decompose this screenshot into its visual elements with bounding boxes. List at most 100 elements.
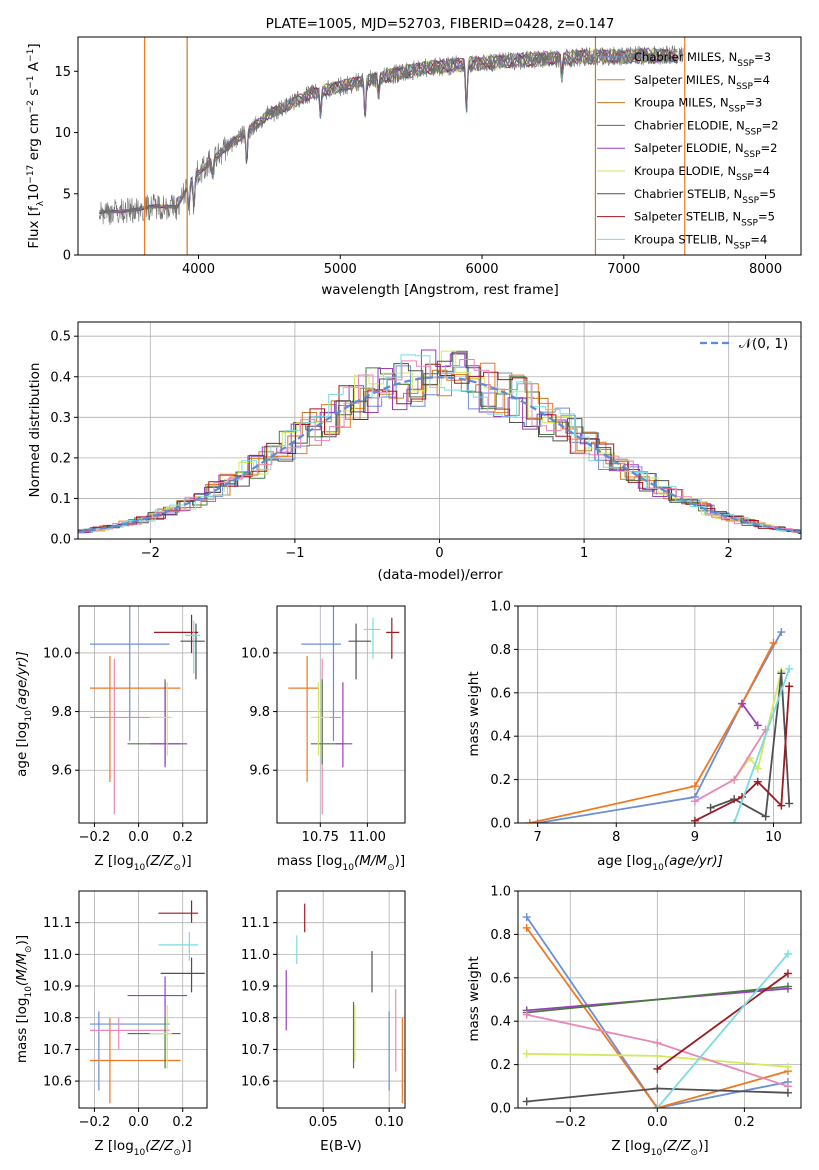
y-tick-label: 11.0	[241, 948, 270, 963]
x-tick-label: 0.0	[128, 1115, 149, 1130]
y-tick-label: 0.1	[50, 492, 71, 507]
mass-weight-line	[733, 668, 791, 823]
plot-area	[78, 322, 801, 539]
x-tick-label: 0.0	[647, 1115, 668, 1130]
mass-weight-line	[656, 972, 789, 1070]
x-tick-label: −2	[141, 546, 160, 561]
mass-weight-line	[537, 631, 783, 823]
axes-frame	[78, 890, 208, 1109]
axes-frame	[276, 890, 406, 1109]
x-axis-label: age [log10(age/yr)]	[597, 853, 723, 873]
y-tick-label: 10.8	[43, 1011, 72, 1026]
y-tick-label: 5	[63, 187, 71, 202]
x-tick-label: 0.10	[375, 1115, 404, 1130]
axes-frame	[77, 321, 802, 540]
y-tick-label: 10.7	[43, 1043, 72, 1058]
observed-spectrum-line	[99, 45, 684, 226]
y-axis-label: age [log10(age/yr)]	[14, 651, 34, 777]
histogram-step-line	[78, 363, 801, 533]
y-tick-label: 0.0	[50, 533, 71, 548]
x-tick-label: 11.00	[349, 830, 386, 845]
x-axis-label: Z [log10(Z/Z⊙)]	[611, 1138, 708, 1158]
legend-entry: Kroupa ELODIE, NSSP=4	[634, 164, 770, 183]
x-tick-label: 7000	[607, 262, 640, 277]
weight-vs-metallicity-panel: −0.2 0.0 0.2 0.0 0.2 0.4 0.6 0.8 1.0	[490, 885, 802, 1130]
y-tick-label: 11.1	[43, 916, 72, 931]
x-tick-label: 9	[691, 830, 699, 845]
legend-entry: 𝒩(0, 1)	[739, 336, 788, 352]
x-tick-label: 8000	[749, 262, 782, 277]
mass-weight-line	[529, 642, 775, 823]
x-tick-label: −0.2	[79, 830, 111, 845]
y-tick-label: 1.0	[490, 600, 511, 615]
chart-title: PLATE=1005, MJD=52703, FIBERID=0428, z=0…	[266, 16, 615, 32]
y-tick-label: 1.0	[490, 885, 511, 900]
histogram-step-line	[78, 365, 801, 535]
x-tick-label: 1	[580, 546, 588, 561]
y-tick-label: 0.8	[490, 928, 511, 943]
y-tick-label: 10.6	[43, 1075, 72, 1090]
legend-entry: Chabrier MILES, NSSP=3	[634, 50, 771, 69]
y-tick-label: 10.8	[241, 1011, 270, 1026]
weight-vs-age-panel: 7 8 9 10 0.0 0.2 0.4 0.6 0.8 1.0	[490, 600, 802, 845]
y-tick-label: 0	[63, 249, 71, 264]
y-tick-label: 0.2	[490, 773, 511, 788]
legend-entry: Chabrier ELODIE, NSSP=2	[634, 118, 779, 137]
x-axis-label: (data-model)/error	[377, 567, 503, 583]
histogram-step-line	[78, 350, 801, 533]
mass-vs-metallicity-panel: −0.2 0.0 0.2 10.6 10.7 10.8 10.9 11.0 11.1	[43, 890, 208, 1130]
model-spectrum-line	[98, 48, 678, 214]
y-tick-label: 9.8	[249, 705, 270, 720]
y-tick-label: 0.4	[490, 1015, 511, 1030]
y-tick-label: 9.6	[249, 764, 270, 779]
y-axis-label: mass weight	[466, 956, 482, 1041]
plot-area	[79, 606, 207, 823]
axes-frame	[517, 605, 802, 824]
x-tick-label: 0	[435, 546, 443, 561]
plot-area	[277, 891, 405, 1108]
x-tick-label: 5000	[324, 262, 357, 277]
y-tick-label: 9.6	[51, 764, 72, 779]
plot-area	[518, 606, 801, 823]
y-tick-label: 10	[54, 126, 71, 141]
axes-frame	[517, 890, 802, 1109]
x-axis-label: Z [log10(Z/Z⊙)]	[94, 853, 191, 873]
y-tick-label: 10.0	[43, 646, 72, 661]
y-tick-label: 0.0	[490, 1102, 511, 1117]
age-vs-metallicity-panel: −0.2 0.0 0.2 9.6 9.8 10.0	[43, 605, 208, 845]
x-tick-label: 0.2	[172, 1115, 193, 1130]
y-tick-label: 10.9	[241, 980, 270, 995]
x-axis-label: E(B-V)	[320, 1138, 362, 1154]
x-tick-label: −0.2	[79, 1115, 111, 1130]
y-axis-label: Normed distribution	[27, 363, 43, 498]
x-tick-label: 0.2	[172, 830, 193, 845]
y-tick-label: 11.0	[43, 948, 72, 963]
x-axis-label: wavelength [Angstrom, rest frame]	[321, 282, 559, 298]
axes-frame	[78, 605, 208, 824]
legend-entry: Salpeter ELODIE, NSSP=2	[634, 141, 777, 160]
spectrum-panel: 4000 5000 6000 7000 8000 0 5 10 15	[54, 36, 802, 277]
residual-histogram-panel: −2 −1 0 1 2 0.0 0.1 0.2 0.3 0.4 0.5	[50, 321, 802, 561]
axes-frame	[77, 36, 802, 256]
x-tick-label: 10	[765, 830, 782, 845]
legend-entry: Chabrier STELIB, NSSP=5	[634, 187, 776, 206]
histogram-step-line	[78, 354, 801, 533]
y-tick-label: 0.4	[490, 730, 511, 745]
y-tick-label: 10.7	[241, 1043, 270, 1058]
y-tick-label: 0.6	[490, 686, 511, 701]
x-tick-label: 8	[612, 830, 620, 845]
y-tick-label: 10.9	[43, 980, 72, 995]
mass-weight-line	[525, 927, 789, 1108]
x-tick-label: 0.0	[128, 830, 149, 845]
x-tick-label: 0.2	[734, 1115, 755, 1130]
x-tick-label: 6000	[465, 262, 498, 277]
y-tick-label: 0.3	[50, 411, 71, 426]
plot-area	[277, 606, 405, 823]
y-tick-label: 0.8	[490, 643, 511, 658]
mass-weight-line	[526, 985, 788, 1014]
axes-frame	[276, 605, 406, 824]
y-axis-label: mass weight	[466, 671, 482, 756]
legend-entry: Salpeter MILES, NSSP=4	[634, 73, 770, 92]
y-tick-label: 0.2	[490, 1058, 511, 1073]
